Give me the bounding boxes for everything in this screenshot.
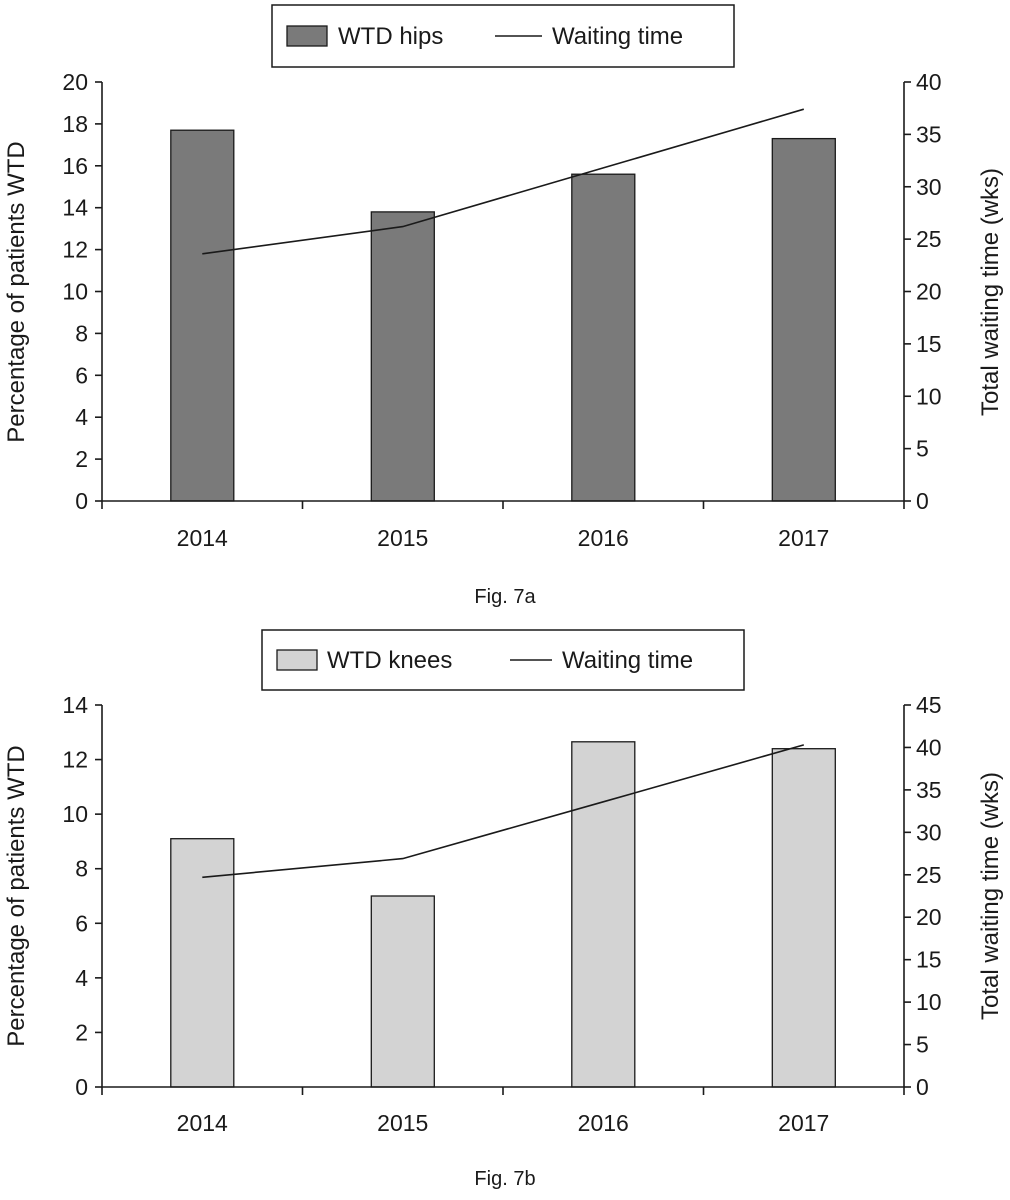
bar-2014 — [170, 838, 235, 1088]
legend-box — [261, 629, 745, 691]
y-left-tick-label: 12 — [62, 237, 88, 263]
bar-2015 — [370, 895, 435, 1088]
y-right-tick-label: 35 — [916, 121, 942, 147]
y-axis-left-ticks: 0 2 4 6 8 10 12 14 16 18 20 — [62, 69, 102, 514]
legend-bar-label: WTD hips — [338, 23, 443, 50]
x-tick-label-2016: 2016 — [578, 525, 629, 551]
y-left-tick-label: 4 — [75, 965, 88, 991]
y-right-tick-label: 30 — [916, 819, 942, 845]
y-right-tick-label: 40 — [916, 69, 942, 95]
y-left-tick-label: 12 — [62, 747, 88, 773]
x-tick-label-2017: 2017 — [778, 1110, 829, 1136]
chart-fig-7a: WTD hips Waiting time Percentage of pati… — [3, 4, 1004, 608]
y-axis-left-title: Percentage of patients WTD — [3, 745, 30, 1046]
y-right-tick-label: 25 — [916, 226, 942, 252]
y-left-tick-label: 2 — [75, 446, 88, 472]
y-left-tick-label: 10 — [62, 279, 88, 305]
figure-caption: Fig. 7a — [474, 586, 536, 608]
bars — [170, 129, 836, 502]
bar-2016 — [571, 173, 636, 502]
y-right-tick-label: 5 — [916, 1032, 929, 1058]
y-axis-right-ticks: 0 5 10 15 20 25 30 35 40 45 — [904, 692, 942, 1100]
y-right-tick-label: 25 — [916, 862, 942, 888]
legend: WTD knees Waiting time — [261, 629, 745, 691]
y-right-tick-label: 45 — [916, 692, 942, 718]
legend-bar-swatch — [276, 649, 318, 671]
y-right-tick-label: 40 — [916, 734, 942, 760]
y-axis-left-title: Percentage of patients WTD — [3, 141, 30, 442]
bar-2017 — [771, 748, 836, 1088]
x-tick-label-2015: 2015 — [377, 1110, 428, 1136]
y-right-tick-label: 20 — [916, 279, 942, 305]
x-axis-ticks: 2014 2015 2016 2017 — [101, 1087, 905, 1136]
y-left-tick-label: 6 — [75, 362, 88, 388]
y-left-tick-label: 4 — [75, 404, 88, 430]
bars — [170, 741, 836, 1088]
y-right-tick-label: 0 — [916, 488, 929, 514]
legend-bar-swatch — [286, 25, 328, 47]
y-left-tick-label: 14 — [62, 195, 88, 221]
legend-line-label: Waiting time — [552, 23, 683, 50]
y-right-tick-label: 35 — [916, 777, 942, 803]
y-left-tick-label: 16 — [62, 153, 88, 179]
y-axis-left-ticks: 0 2 4 6 8 10 12 14 — [62, 692, 102, 1100]
figure-caption: Fig. 7b — [474, 1168, 535, 1190]
y-left-tick-label: 0 — [75, 488, 88, 514]
x-tick-label-2015: 2015 — [377, 525, 428, 551]
legend: WTD hips Waiting time — [271, 4, 735, 68]
bar-2014 — [170, 129, 235, 502]
x-tick-label-2014: 2014 — [177, 525, 228, 551]
x-tick-label-2014: 2014 — [177, 1110, 228, 1136]
y-right-tick-label: 10 — [916, 989, 942, 1015]
y-left-tick-label: 10 — [62, 801, 88, 827]
chart-fig-7b: WTD knees Waiting time Percentage of pat… — [3, 629, 1004, 1190]
y-right-tick-label: 0 — [916, 1074, 929, 1100]
x-tick-label-2016: 2016 — [578, 1110, 629, 1136]
waiting-time-line — [202, 744, 805, 879]
y-left-tick-label: 6 — [75, 910, 88, 936]
y-right-tick-label: 15 — [916, 331, 942, 357]
x-tick-label-2017: 2017 — [778, 525, 829, 551]
x-axis-ticks: 2014 2015 2016 2017 — [101, 501, 905, 551]
legend-line-label: Waiting time — [562, 647, 693, 674]
y-left-tick-label: 18 — [62, 111, 88, 137]
y-right-tick-label: 20 — [916, 904, 942, 930]
y-right-tick-label: 30 — [916, 174, 942, 200]
y-left-tick-label: 0 — [75, 1074, 88, 1100]
bar-2017 — [771, 137, 836, 502]
y-left-tick-label: 2 — [75, 1019, 88, 1045]
y-axis-right-title: Total waiting time (wks) — [977, 168, 1004, 416]
y-right-tick-label: 15 — [916, 947, 942, 973]
y-left-tick-label: 8 — [75, 320, 88, 346]
y-axis-right-title: Total waiting time (wks) — [977, 772, 1004, 1020]
y-axis-right-ticks: 0 5 10 15 20 25 30 35 40 — [904, 69, 942, 514]
y-left-tick-label: 8 — [75, 856, 88, 882]
y-left-tick-label: 14 — [62, 692, 88, 718]
legend-bar-label: WTD knees — [327, 647, 452, 674]
y-right-tick-label: 5 — [916, 436, 929, 462]
y-left-tick-label: 20 — [62, 69, 88, 95]
bar-2016 — [571, 741, 636, 1088]
y-right-tick-label: 10 — [916, 383, 942, 409]
bar-2015 — [370, 211, 435, 502]
waiting-time-line — [202, 108, 805, 255]
